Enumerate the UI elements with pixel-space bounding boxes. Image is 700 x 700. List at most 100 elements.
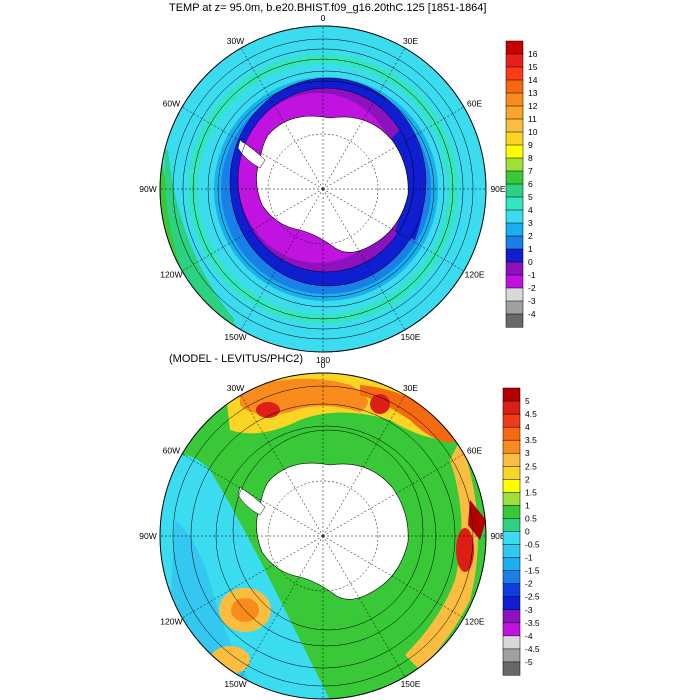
longitude-labels-top: 0 30E 60E 90E 120E 150E 180 150W 120W 90W 60W 30W bbox=[139, 13, 506, 365]
colorbar-tick-label: -0.5 bbox=[525, 540, 540, 550]
colorbar-swatch bbox=[502, 479, 521, 493]
colorbar-swatch bbox=[502, 426, 521, 441]
longitude-label: 120W bbox=[160, 617, 182, 627]
colorbar-swatch bbox=[505, 131, 524, 146]
colorbar-swatch bbox=[505, 105, 524, 120]
colorbar-tick-label: -3.5 bbox=[525, 618, 540, 628]
colorbar-tick-label: 4 bbox=[528, 205, 533, 215]
colorbar-tick-label: 4.5 bbox=[525, 409, 537, 419]
colorbar-tick-label: -1 bbox=[528, 270, 536, 280]
colorbar-swatch bbox=[502, 583, 521, 598]
colorbar-swatch bbox=[505, 209, 524, 224]
colorbar-tick-label: 6 bbox=[528, 179, 533, 189]
colorbar-tick-label: 2 bbox=[528, 231, 533, 241]
colorbar-tick-label: -2.5 bbox=[525, 592, 540, 602]
colorbar-tick-label: 1 bbox=[525, 500, 530, 510]
colorbar-difference: 5 4.5 4 3.5 3 2.5 2 1.5 1 0.5 0 -0.5 -1 -1.5 -2 -2.5 -3 -… bbox=[502, 387, 540, 676]
colorbar-tick-label: 7 bbox=[528, 166, 533, 176]
longitude-label: 120W bbox=[160, 270, 182, 280]
colorbar-tick-label: 0 bbox=[525, 527, 530, 537]
longitude-label: 90W bbox=[139, 531, 156, 541]
colorbar-swatch bbox=[505, 196, 524, 211]
longitude-label: 150E bbox=[401, 332, 421, 342]
colorbar-swatch bbox=[502, 466, 521, 480]
colorbar-swatch bbox=[505, 118, 524, 133]
colorbar-tick-label: 4 bbox=[525, 422, 530, 432]
colorbar-swatch bbox=[505, 183, 524, 198]
colorbar-swatch bbox=[502, 413, 521, 428]
colorbar-tick-label: 5 bbox=[528, 192, 533, 202]
colorbar-tick-label: -1 bbox=[525, 553, 533, 563]
colorbar-swatch bbox=[502, 622, 521, 637]
difference-map bbox=[160, 373, 486, 699]
colorbar-tick-label: -4.5 bbox=[525, 644, 540, 654]
longitude-label: 90E bbox=[490, 184, 505, 194]
colorbar-tick-label: 12 bbox=[528, 101, 538, 111]
colorbar-tick-label: 14 bbox=[528, 75, 538, 85]
colorbar-tick-label: 3 bbox=[528, 218, 533, 228]
colorbar-swatch bbox=[505, 79, 524, 94]
colorbar-swatch bbox=[505, 53, 524, 68]
panel-title-temperature: TEMP at z= 95.0m, b.e20.BHIST.f09_g16.20… bbox=[169, 2, 487, 14]
colorbar-tick-label: 2.5 bbox=[525, 461, 537, 471]
colorbar-swatch bbox=[505, 248, 524, 263]
longitude-label: 150W bbox=[224, 679, 246, 689]
colorbar-swatch bbox=[502, 518, 521, 533]
longitude-label: 60E bbox=[467, 99, 482, 109]
colorbar-tick-label: 11 bbox=[528, 114, 537, 124]
colorbar-tick-label: 1.5 bbox=[525, 487, 537, 497]
colorbar-swatch bbox=[502, 635, 521, 650]
colorbar-swatch bbox=[502, 648, 521, 663]
longitude-label: 30W bbox=[227, 36, 244, 46]
colorbar-swatch bbox=[505, 287, 524, 302]
colorbar-tick-label: -3 bbox=[528, 296, 536, 306]
colorbar-swatch bbox=[505, 40, 524, 55]
longitude-label: 150E bbox=[401, 679, 421, 689]
longitude-label: 0 bbox=[321, 360, 326, 370]
colorbar-swatch bbox=[505, 235, 524, 250]
colorbar-tick-label: 10 bbox=[528, 127, 538, 137]
longitude-label: 30E bbox=[403, 36, 418, 46]
colorbar-swatch bbox=[502, 400, 521, 415]
colorbar-tick-label: 2 bbox=[525, 474, 530, 484]
colorbar-swatch bbox=[502, 452, 521, 467]
longitude-label: 30E bbox=[403, 383, 418, 393]
colorbar-tick-label: 15 bbox=[528, 62, 538, 72]
colorbar-swatch bbox=[502, 531, 521, 546]
colorbar-swatch bbox=[505, 157, 524, 172]
colorbar-tick-label: 0 bbox=[528, 257, 533, 267]
colorbar-tick-label: 16 bbox=[528, 49, 538, 59]
temperature-map bbox=[160, 26, 486, 352]
colorbar-tick-label: 1 bbox=[528, 244, 533, 254]
panel-title-difference: (MODEL - LEVITUS/PHC2) bbox=[169, 353, 304, 365]
colorbar-swatch bbox=[505, 313, 524, 328]
colorbar-swatch bbox=[502, 505, 521, 520]
longitude-label: 60W bbox=[163, 99, 180, 109]
longitude-label: 150W bbox=[224, 332, 246, 342]
colorbar-swatch bbox=[502, 557, 521, 572]
longitude-label: 90E bbox=[490, 531, 505, 541]
colorbar-tick-label: -5 bbox=[525, 657, 533, 667]
colorbar-swatch bbox=[505, 144, 524, 159]
longitude-label: 60W bbox=[163, 446, 180, 456]
colorbar-swatch bbox=[505, 66, 524, 81]
longitude-label: 30W bbox=[227, 383, 244, 393]
map-boundary bbox=[159, 25, 487, 353]
colorbar-tick-label: -4 bbox=[525, 631, 533, 641]
longitude-label: 120E bbox=[465, 270, 485, 280]
colorbar-swatch bbox=[502, 609, 521, 624]
colorbar-tick-label: 3 bbox=[525, 448, 530, 458]
antarctica-landmass bbox=[256, 462, 409, 600]
colorbar-tick-label: 3.5 bbox=[525, 435, 537, 445]
colorbar-swatch bbox=[502, 387, 521, 402]
colorbar-tick-label: -2 bbox=[528, 283, 536, 293]
colorbar-swatch bbox=[502, 570, 521, 585]
colorbar-tick-label: 8 bbox=[528, 153, 533, 163]
colorbar-swatch bbox=[505, 222, 524, 237]
map-boundary bbox=[159, 372, 487, 700]
longitude-label: 90W bbox=[139, 184, 156, 194]
antarctica-landmass bbox=[256, 115, 409, 253]
